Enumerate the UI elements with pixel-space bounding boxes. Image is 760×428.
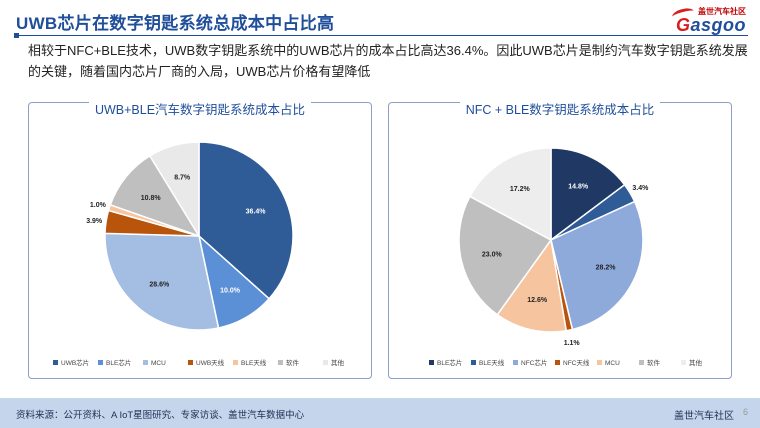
legend-swatch-0-4	[233, 360, 238, 365]
pie-label-1-5: 23.0%	[482, 252, 503, 259]
brand-logo-en: Gasgoo	[676, 15, 746, 36]
legend-swatch-1-2	[513, 360, 518, 365]
pie-label-1-4: 12.6%	[527, 297, 548, 304]
footer-brand: 盖世汽车社区	[674, 411, 734, 422]
legend-label-0-5: 软件	[286, 358, 300, 367]
legend-swatch-1-4	[597, 360, 602, 365]
chart-title-nfc-wrap: NFC + BLE数字钥匙系统成本占比	[389, 99, 731, 118]
legend-swatch-0-1	[98, 360, 103, 365]
chart-title-uwb: UWB+BLE汽车数字钥匙系统成本占比	[88, 99, 312, 118]
footer-source: 资料来源：公开资料、A IoT星图研究、专家访谈、盖世汽车数据中心	[16, 410, 305, 421]
brand-logo-initial: G	[675, 15, 691, 35]
pie-chart-nfc: 14.8% 3.4% 28.2% 1.1% 12.6% 23.0% 17.2% BLE芯片 BL…	[429, 147, 703, 367]
pie-slice-0-2	[104, 232, 220, 331]
legend-label-1-0: BLE芯片	[437, 358, 462, 367]
pie-chart-uwb: 36.4% 10.0% 28.6% 3.9% 1.0% 10.8% 8.7% UWB芯片 BLE…	[53, 141, 345, 367]
legend-label-0-3: UWB天线	[196, 358, 225, 367]
legend-label-1-3: NFC天线	[563, 358, 590, 367]
legend-label-0-4: BLE天线	[241, 358, 267, 367]
legend-label-1-2: NFC芯片	[521, 358, 547, 367]
legend-label-1-5: 软件	[647, 358, 661, 367]
pie-label-1-6: 17.2%	[510, 186, 531, 193]
legend-swatch-0-6	[323, 360, 328, 365]
pie-label-0-1: 10.0%	[220, 288, 241, 295]
legend-swatch-0-3	[188, 360, 193, 365]
brand-logo: 盖世汽车社区 Gasgoo	[668, 6, 746, 36]
pie-label-1-3: 1.1%	[564, 340, 581, 347]
page-number: 6	[742, 407, 748, 417]
legend-swatch-1-0	[429, 360, 434, 365]
chart-title-uwb-wrap: UWB+BLE汽车数字钥匙系统成本占比	[29, 99, 371, 118]
pie-label-0-4: 1.0%	[90, 202, 107, 209]
legend-label-0-0: UWB芯片	[61, 358, 89, 367]
legend-swatch-0-5	[278, 360, 283, 365]
brand-logo-rest: asgoo	[690, 15, 746, 35]
title-rule	[14, 35, 748, 36]
chart-panel-nfc: NFC + BLE数字钥匙系统成本占比 14.8% 3.4% 28.2% 1.1% 12…	[388, 99, 732, 379]
pie-slice-0-6	[148, 141, 200, 239]
pie-slice-0-0	[198, 141, 294, 300]
legend-label-1-1: BLE天线	[479, 358, 505, 367]
chart-title-nfc: NFC + BLE数字钥匙系统成本占比	[459, 99, 661, 118]
pie-label-0-5: 10.8%	[141, 195, 162, 202]
pie-slice-1-5	[458, 195, 553, 316]
legend-label-1-6: 其他	[689, 358, 703, 367]
pie-slice-1-6	[468, 147, 552, 242]
legend-swatch-1-3	[555, 360, 560, 365]
pie-label-1-1: 3.4%	[632, 185, 649, 192]
legend-swatch-1-1	[471, 360, 476, 365]
pie-label-0-6: 8.7%	[174, 174, 191, 181]
page-title: UWB芯片在数字钥匙系统总成本中占比高	[16, 14, 335, 33]
subtitle: 相较于NFC+BLE技术，UWB数字钥匙系统中的UWB芯片的成本占比高达36.4…	[28, 43, 748, 79]
legend-label-0-2: MCU	[151, 360, 166, 367]
brand-logo-cn: 盖世汽车社区	[698, 7, 746, 16]
legend-swatch-0-2	[143, 360, 148, 365]
legend-label-1-4: MCU	[605, 360, 620, 367]
legend-label-0-1: BLE芯片	[106, 358, 131, 367]
pie-label-0-0: 36.4%	[246, 209, 267, 216]
pie-label-1-0: 14.8%	[568, 184, 589, 191]
pie-slice-1-0	[550, 147, 626, 242]
legend-swatch-0-0	[53, 360, 58, 365]
pie-label-0-3: 3.9%	[86, 218, 103, 225]
pie-slice-1-4	[496, 238, 568, 333]
legend-swatch-1-5	[639, 360, 644, 365]
legend-swatch-1-6	[681, 360, 686, 365]
pie-slice-1-2	[550, 200, 644, 331]
chart-panel-uwb: UWB+BLE汽车数字钥匙系统成本占比 36.4% 10.0% 28.6% 3.9% 1…	[28, 99, 372, 379]
pie-label-1-2: 28.2%	[596, 265, 617, 272]
legend-label-0-6: 其他	[331, 358, 345, 367]
footer-bar: 资料来源：公开资料、A IoT星图研究、专家访谈、盖世汽车数据中心 盖世汽车社区…	[0, 398, 760, 428]
pie-label-0-2: 28.6%	[149, 282, 170, 289]
